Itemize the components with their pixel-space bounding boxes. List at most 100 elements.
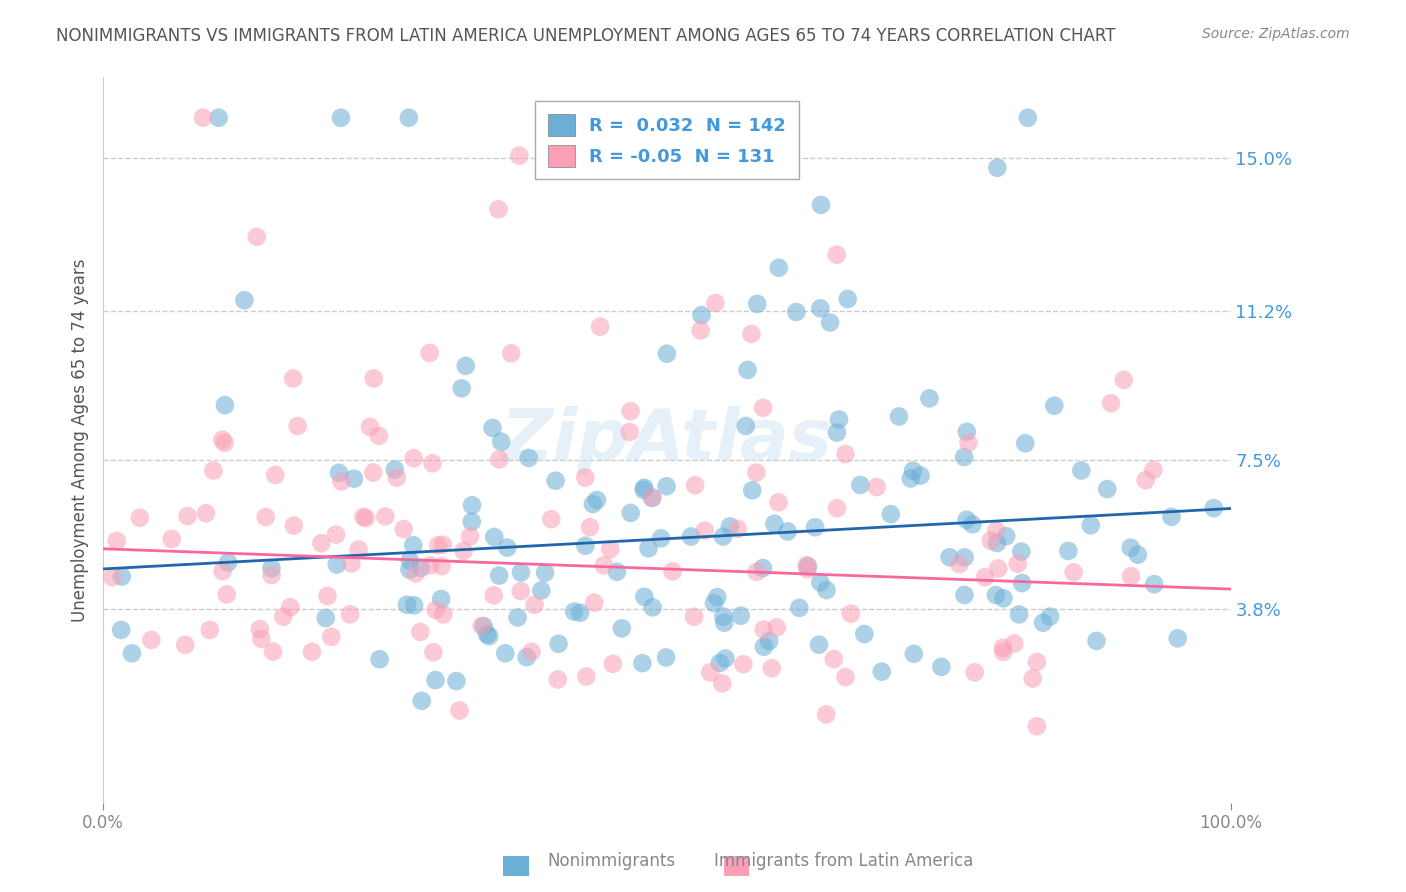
Point xyxy=(271,609,294,624)
Point xyxy=(339,607,361,622)
Point xyxy=(637,541,659,556)
Point xyxy=(202,464,225,478)
Point xyxy=(489,434,512,449)
Point xyxy=(260,561,283,575)
Point xyxy=(398,111,420,125)
Point xyxy=(761,661,783,675)
Point xyxy=(419,346,441,360)
Point xyxy=(316,589,339,603)
Point xyxy=(974,570,997,584)
Point xyxy=(363,371,385,385)
Point xyxy=(506,610,529,624)
Point xyxy=(711,676,734,690)
Point xyxy=(517,450,540,465)
Point xyxy=(484,530,506,544)
Point xyxy=(752,401,775,415)
Point xyxy=(1119,541,1142,555)
Point xyxy=(260,568,283,582)
Point xyxy=(208,111,231,125)
Point xyxy=(501,346,523,360)
Point xyxy=(534,566,557,580)
Point xyxy=(278,600,301,615)
Point xyxy=(1007,557,1029,571)
Point xyxy=(1112,373,1135,387)
Point xyxy=(471,619,494,633)
Point xyxy=(733,657,755,672)
Text: Source: ZipAtlas.com: Source: ZipAtlas.com xyxy=(1202,27,1350,41)
Point xyxy=(1011,576,1033,591)
Point xyxy=(579,520,602,534)
Point xyxy=(575,669,598,683)
Point xyxy=(1017,111,1039,125)
Point xyxy=(734,419,756,434)
Point xyxy=(718,519,741,533)
Point xyxy=(808,575,831,590)
Point xyxy=(574,539,596,553)
Point xyxy=(411,694,433,708)
Point xyxy=(955,513,977,527)
Point xyxy=(987,561,1010,575)
Point xyxy=(765,620,787,634)
Point xyxy=(849,478,872,492)
Point xyxy=(211,564,233,578)
Point xyxy=(810,198,832,212)
Point xyxy=(1063,566,1085,580)
Point xyxy=(569,606,592,620)
Text: NONIMMIGRANTS VS IMMIGRANTS FROM LATIN AMERICA UNEMPLOYMENT AMONG AGES 65 TO 74 : NONIMMIGRANTS VS IMMIGRANTS FROM LATIN A… xyxy=(56,27,1116,45)
Point xyxy=(704,296,727,310)
Point xyxy=(411,561,433,575)
Point xyxy=(661,565,683,579)
Point xyxy=(1160,509,1182,524)
Point xyxy=(641,491,664,505)
Point xyxy=(655,650,678,665)
Point xyxy=(214,398,236,412)
Point xyxy=(796,558,818,573)
Point xyxy=(870,665,893,679)
Point xyxy=(250,632,273,646)
Point xyxy=(574,470,596,484)
FancyBboxPatch shape xyxy=(724,856,749,876)
Point xyxy=(910,468,932,483)
Point xyxy=(589,319,612,334)
Point xyxy=(325,527,347,541)
Point xyxy=(679,530,702,544)
Point xyxy=(544,474,567,488)
Point xyxy=(703,596,725,610)
Point xyxy=(745,565,768,579)
Point xyxy=(834,447,856,461)
Point xyxy=(211,433,233,447)
Point xyxy=(1080,518,1102,533)
Point xyxy=(887,409,910,424)
Point xyxy=(1099,396,1122,410)
Point xyxy=(804,520,827,534)
Point xyxy=(330,475,353,489)
Point xyxy=(141,632,163,647)
Point xyxy=(540,512,562,526)
Point xyxy=(385,470,408,484)
Point xyxy=(745,466,768,480)
Point xyxy=(741,483,763,498)
Point xyxy=(281,371,304,385)
Point xyxy=(520,645,543,659)
Point xyxy=(993,645,1015,659)
Point xyxy=(583,596,606,610)
Point xyxy=(825,501,848,516)
Point xyxy=(619,404,641,418)
Point xyxy=(752,640,775,654)
Point xyxy=(449,704,471,718)
Point xyxy=(1167,632,1189,646)
Point xyxy=(425,603,447,617)
Point xyxy=(641,491,664,505)
Point xyxy=(683,478,706,492)
Point xyxy=(488,452,510,467)
Point xyxy=(1008,607,1031,622)
Point xyxy=(176,509,198,524)
Point xyxy=(740,326,762,341)
Point xyxy=(419,558,441,573)
Point xyxy=(713,615,735,630)
Point xyxy=(797,559,820,574)
Point xyxy=(825,425,848,440)
Point xyxy=(264,467,287,482)
Point xyxy=(233,293,256,308)
Point xyxy=(217,556,239,570)
